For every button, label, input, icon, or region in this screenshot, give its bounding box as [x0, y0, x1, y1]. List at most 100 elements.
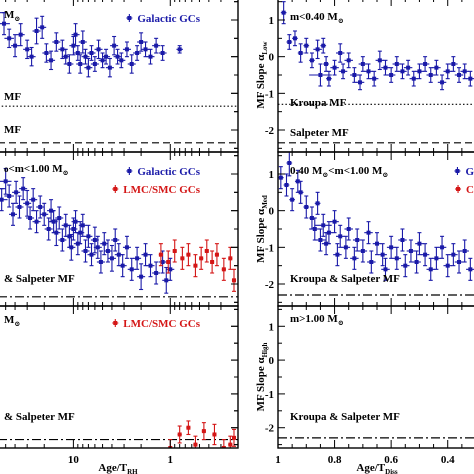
galactic-point	[0, 12, 10, 36]
galactic-point	[426, 67, 435, 83]
galactic-point	[8, 202, 18, 226]
galactic-point	[93, 235, 102, 259]
galactic-point	[15, 195, 24, 219]
galactic-point	[84, 57, 93, 78]
x-tick-label: 10	[68, 454, 80, 466]
galactic-point	[73, 45, 82, 61]
lmc-point	[231, 428, 237, 447]
legend-label: Galactic GCs	[137, 166, 200, 178]
galactic-point	[4, 28, 14, 49]
galactic-point	[137, 32, 146, 52]
y-tick-label: 1	[269, 169, 275, 181]
galactic-point	[152, 261, 161, 285]
plot-area	[278, 152, 474, 296]
galactic-point	[52, 32, 61, 52]
svg-text:m<0.40 M⊙: m<0.40 M⊙	[290, 11, 344, 25]
galactic-point	[19, 177, 28, 201]
svg-text:Kroupa & Salpeter MF: Kroupa & Salpeter MF	[290, 411, 400, 423]
lmc-point	[221, 257, 226, 281]
x-axis-label: Age/TRH	[98, 462, 138, 474]
galactic-point	[110, 35, 119, 56]
galactic-point	[392, 56, 402, 72]
annotation: & Salpeter MF	[4, 411, 75, 423]
galactic-point	[449, 243, 458, 267]
galactic-point	[309, 63, 332, 87]
svg-text:M⊙: M⊙	[4, 314, 20, 328]
galactic-point	[0, 167, 12, 195]
galactic-point	[403, 59, 413, 76]
galactic-point	[286, 34, 293, 50]
x-tick-label: 0.6	[384, 454, 398, 466]
galactic-point	[358, 56, 368, 72]
galactic-point	[364, 221, 373, 245]
plot-area	[0, 12, 238, 144]
galactic-point	[292, 30, 298, 47]
galactic-point	[176, 45, 183, 54]
galactic-point	[113, 48, 122, 65]
galactic-point	[466, 257, 474, 281]
lmc-point	[204, 239, 209, 263]
lmc-point	[186, 243, 191, 267]
galactic-point	[330, 210, 339, 234]
galactic-point	[324, 221, 334, 245]
y-tick-label: -1	[265, 242, 274, 254]
galactic-point	[426, 257, 435, 281]
galactic-point	[372, 232, 382, 256]
galactic-point	[375, 50, 385, 71]
galactic-point	[420, 56, 430, 72]
galactic-point	[4, 184, 14, 208]
lmc-point	[180, 246, 185, 270]
y-tick-label: -2	[265, 125, 275, 137]
svg-text:o<m<1.00 M⊙: o<m<1.00 M⊙	[4, 163, 69, 177]
x-tick-label: 0.8	[328, 454, 342, 466]
panel-right-bot: 1 0.8 0.6 0.4 1 0 -1 -2 MF Slope αHigh Age/TDiss m…	[255, 305, 474, 474]
y-tick-label: 1	[269, 321, 275, 333]
galactic-point	[58, 228, 67, 252]
galactic-point	[333, 243, 342, 267]
legend-entry: LMC/SMC GCs	[112, 318, 201, 330]
x-tick-label: 1	[275, 454, 281, 466]
legend-entry: C	[455, 184, 474, 196]
galactic-point	[133, 246, 142, 270]
galactic-point	[58, 39, 67, 60]
galactic-point	[141, 243, 150, 267]
galactic-point	[23, 39, 32, 60]
galactic-point	[0, 188, 8, 212]
annotation: MF	[4, 124, 21, 136]
galactic-point	[122, 235, 131, 259]
galactic-point	[386, 67, 396, 83]
legend-entry: Galactic GCs	[126, 13, 201, 25]
galactic-point	[364, 63, 373, 80]
legend-label: G	[465, 166, 474, 178]
lmc-point	[221, 438, 226, 448]
legend-marker	[127, 16, 132, 20]
legend-marker	[113, 321, 118, 325]
galactic-point	[412, 250, 421, 274]
galactic-point	[122, 41, 131, 58]
galactic-point	[67, 233, 76, 261]
galactic-point	[443, 63, 452, 80]
annotation: & Salpeter MF	[4, 273, 75, 285]
lmc-point	[228, 435, 233, 448]
y-tick-label: 0	[269, 206, 275, 218]
legend-entry: Galactic GCs	[126, 166, 201, 178]
galactic-point	[40, 202, 49, 226]
y-tick-label: 0	[269, 52, 275, 64]
galactic-point	[454, 250, 464, 274]
galactic-point	[12, 180, 21, 204]
galactic-point	[367, 250, 376, 274]
lmc-point	[201, 422, 206, 441]
annotation: 0.40 M⊙<m<1.00 M⊙	[290, 165, 388, 179]
svg-text:M⊙: M⊙	[4, 9, 20, 23]
galactic-point	[381, 59, 390, 76]
galactic-point	[133, 45, 142, 61]
y-tick-label: 1	[269, 15, 275, 27]
galactic-point	[350, 246, 359, 270]
lmc-point	[214, 243, 219, 267]
galactic-point	[152, 37, 161, 54]
lmc-point	[231, 268, 237, 292]
galactic-point	[432, 59, 441, 76]
galactic-point	[437, 235, 447, 259]
plot-area	[278, 1, 474, 144]
x-axis-label: Age/TDiss	[356, 462, 397, 474]
